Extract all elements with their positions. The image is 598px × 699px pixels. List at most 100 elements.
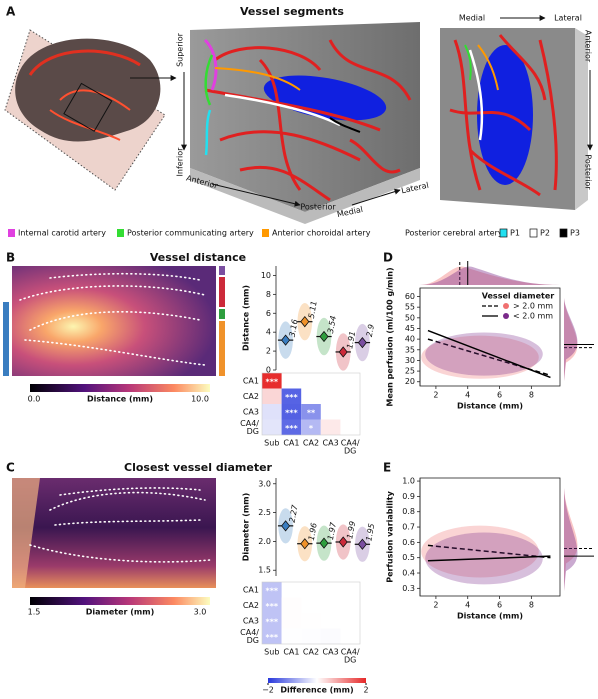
- category-label: CA3: [323, 648, 339, 657]
- panel-title: Vessel segments: [240, 5, 344, 18]
- diameter-map: [12, 478, 216, 605]
- category-label: CA1: [243, 585, 259, 594]
- x-tick-label: 2: [433, 601, 438, 610]
- marginal-density: [420, 266, 560, 285]
- value-label: 3.16: [288, 319, 300, 338]
- legend-swatch: [559, 228, 568, 238]
- y-tick-label: 3.0: [258, 479, 271, 488]
- matrix-cell: [262, 404, 282, 420]
- value-label: 1.96: [307, 522, 319, 541]
- category-label: CA1: [243, 376, 259, 385]
- colorbar-tick: 1.5: [28, 608, 41, 617]
- median-marker: [300, 316, 310, 328]
- y-tick-label: 1.5: [258, 566, 271, 575]
- distance-map: [3, 266, 225, 392]
- category-label: CA4/: [240, 628, 259, 637]
- y-tick-label: 10: [261, 271, 271, 280]
- legend-marker: [503, 303, 509, 309]
- colorbar-tick: 3.0: [194, 608, 207, 617]
- point-cloud: [421, 525, 539, 578]
- category-label: CA2: [303, 648, 319, 657]
- category-label: DG: [247, 636, 259, 645]
- y-axis-label: Distance (mm): [242, 285, 251, 351]
- value-label: 1.97: [326, 521, 338, 541]
- axis-direction: Lateral: [554, 14, 582, 23]
- matrix-cell: [281, 419, 302, 435]
- median-marker: [338, 536, 348, 548]
- category-label: CA3: [243, 407, 259, 416]
- colorbar-label: Diameter (mm): [86, 608, 155, 617]
- marginal-density: [564, 488, 578, 591]
- matrix-cell: [262, 597, 282, 613]
- matrix-cell: [262, 613, 282, 629]
- value-label: 2.9: [365, 324, 376, 338]
- matrix-cell: [301, 628, 321, 644]
- colorbar: [268, 678, 366, 683]
- matrix-cell: [281, 597, 302, 613]
- y-tick-label: 4: [266, 328, 271, 337]
- y-tick-label: 20: [405, 377, 415, 386]
- matrix-cell: [301, 419, 321, 435]
- legend-label: P1: [510, 229, 520, 238]
- value-label: 5.11: [307, 300, 319, 319]
- colorbar-tick-label: −2: [262, 686, 274, 695]
- legend-label: P2: [540, 229, 550, 238]
- category-label: CA1: [283, 648, 299, 657]
- x-tick-label: 8: [529, 601, 534, 610]
- legend-label: Internal carotid artery: [18, 229, 106, 238]
- legend-swatch: [499, 228, 508, 238]
- marginal-density: [420, 266, 560, 285]
- significance: ***: [266, 602, 279, 611]
- axis-direction: Posterior: [584, 154, 593, 190]
- y-tick-label: 1.0: [402, 477, 415, 486]
- matrix-cell: [262, 582, 282, 598]
- y-tick-label: 45: [405, 324, 415, 333]
- significance: ***: [285, 424, 298, 433]
- matrix-cell: [281, 404, 302, 420]
- colorbar-tick-label: 2: [363, 686, 368, 695]
- y-tick-label: 55: [405, 303, 415, 312]
- y-tick-label: 6: [266, 309, 271, 318]
- vessel-render-1: [181, 22, 420, 224]
- median-marker: [357, 538, 367, 550]
- legend-label: < 2.0 mm: [513, 312, 553, 321]
- significance: ***: [266, 617, 279, 626]
- matrix-cell: [262, 419, 282, 435]
- y-axis-label: Diameter (mm): [242, 493, 251, 562]
- matrix-cell: [320, 419, 341, 435]
- matrix-cell: [262, 628, 282, 644]
- y-tick-label: 0.4: [402, 569, 415, 578]
- point-cloud: [421, 335, 539, 379]
- category-label: Sub: [264, 648, 279, 657]
- y-axis-label: Perfusion variability: [386, 490, 395, 582]
- matrix-cell: [281, 628, 302, 644]
- matrix-cell: [281, 388, 302, 404]
- value-label: 1.91: [345, 330, 357, 349]
- category-label: CA2: [243, 392, 259, 401]
- axis-direction: Medial: [459, 14, 485, 23]
- marginal-density: [564, 488, 578, 591]
- matrix-cell: [320, 628, 341, 644]
- category-label: CA2: [243, 601, 259, 610]
- category-label: CA3: [323, 439, 339, 448]
- axis-direction: Inferior: [176, 147, 185, 177]
- value-label: 3.54: [326, 315, 338, 334]
- colorbar-tick: 0.0: [28, 395, 41, 404]
- y-tick-label: 35: [405, 345, 415, 354]
- y-tick-label: 0: [266, 366, 271, 375]
- matrix-cell: [262, 373, 282, 389]
- legend-label: Anterior choroidal artery: [272, 229, 371, 238]
- axis-direction: Anterior: [584, 30, 593, 63]
- x-tick-label: 6: [497, 601, 502, 610]
- legend-swatch: [117, 229, 124, 237]
- y-tick-label: 30: [405, 356, 415, 365]
- fit-line: [427, 329, 551, 379]
- category-label: DG: [344, 447, 356, 456]
- matrix-cell: [262, 388, 282, 404]
- x-tick-label: 4: [465, 391, 470, 400]
- vessel-render-2: [440, 15, 593, 210]
- category-label: CA4/: [341, 648, 360, 657]
- panel-label: D: [383, 251, 393, 265]
- y-tick-label: 0.9: [402, 492, 415, 501]
